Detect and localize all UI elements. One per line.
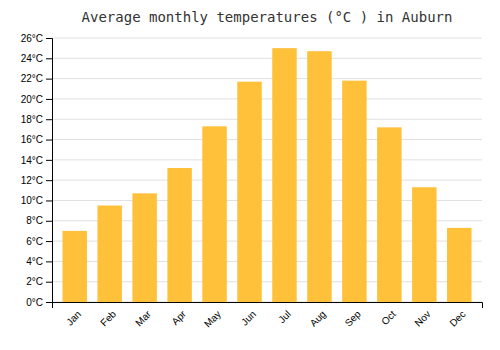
bar (342, 81, 366, 302)
tick: Jul (276, 308, 293, 325)
tick-label: 22°C (21, 73, 43, 84)
tick-label: Jan (64, 308, 83, 327)
y-axis: 0°C 2°C 4°C 6°C 8°C 10°C 12°C 14°C 16°C 18°C 20°C 2… (21, 33, 53, 308)
plot-area: 0°C 2°C 4°C 6°C 8°C 10°C 12°C 14°C 16°C 18°C 20°C 2… (21, 33, 483, 330)
tick: 6°C (26, 236, 52, 247)
tick-mark (46, 99, 52, 100)
tick: 4°C (26, 256, 52, 267)
tick-label: Mar (133, 308, 153, 328)
tick: Aug (308, 308, 328, 328)
axis-domain (53, 303, 483, 309)
tick: 0°C (26, 297, 52, 308)
tick: 14°C (21, 155, 52, 166)
tick: 20°C (21, 94, 52, 105)
tick-label: Oct (379, 308, 398, 327)
tick-label: 0°C (26, 297, 43, 308)
tick-label: Jun (239, 308, 258, 327)
tick-label: Feb (98, 308, 118, 328)
tick: Jun (239, 308, 258, 327)
tick-label: Jul (276, 308, 293, 325)
grid (52, 38, 482, 302)
tick-mark (46, 79, 52, 80)
tick: Jan (64, 308, 83, 327)
tick: Oct (379, 308, 398, 327)
grid-line (52, 180, 482, 181)
tick-label: Sep (343, 308, 364, 329)
tick: Mar (133, 308, 153, 328)
bar (62, 231, 86, 302)
grid-line (52, 78, 482, 79)
axis-domain (46, 39, 53, 303)
tick-label: 8°C (26, 215, 43, 226)
tick-label: Nov (412, 308, 432, 328)
tick: 8°C (26, 215, 52, 226)
bar (412, 187, 436, 302)
tick-mark (46, 140, 52, 141)
tick: Sep (343, 308, 364, 329)
tick: 26°C (21, 33, 52, 44)
tick-mark (46, 241, 52, 242)
tick-mark (46, 180, 52, 181)
tick-mark (46, 221, 52, 222)
tick: 16°C (21, 134, 52, 145)
chart: 0°C 2°C 4°C 6°C 8°C 10°C 12°C 14°C 16°C 18°C 20°C 2… (0, 0, 500, 350)
tick: 18°C (21, 114, 52, 125)
tick-label: 6°C (26, 236, 43, 247)
grid-line (52, 119, 482, 120)
bar (272, 48, 296, 302)
grid-line (52, 159, 482, 160)
tick-mark (46, 261, 52, 262)
grid-line (52, 98, 482, 99)
grid-line (52, 58, 482, 59)
tick-label: 16°C (21, 134, 43, 145)
tick-mark (46, 58, 52, 59)
tick-mark (46, 119, 52, 120)
bar (202, 126, 226, 302)
tick: Nov (412, 308, 432, 328)
tick: Dec (447, 308, 467, 328)
tick-label: Aug (308, 308, 328, 328)
tick-label: Dec (447, 308, 467, 328)
x-axis: Jan Feb Mar Apr May Jun Jul Aug Sep Oct Nov Dec (53, 303, 483, 330)
tick-mark (46, 282, 52, 283)
title: Average monthly temperatures (°C ) in Au… (82, 9, 453, 25)
tick: 22°C (21, 73, 52, 84)
bar (447, 228, 471, 302)
grid-line (52, 139, 482, 140)
tick-label: 4°C (26, 256, 43, 267)
tick-label: 14°C (21, 155, 43, 166)
bar (307, 51, 331, 302)
bar (377, 127, 401, 302)
tick-label: 12°C (21, 175, 43, 186)
tick-label: 18°C (21, 114, 43, 125)
tick-mark (46, 160, 52, 161)
tick-label: May (202, 308, 223, 329)
grid-line (52, 38, 482, 39)
tick: 10°C (21, 195, 52, 206)
bars (62, 48, 471, 302)
bar (97, 206, 121, 302)
bar (132, 193, 156, 302)
bar (237, 82, 261, 302)
tick: 24°C (21, 53, 52, 64)
tick: May (202, 308, 223, 329)
tick: Feb (98, 308, 118, 328)
tick-label: 24°C (21, 53, 43, 64)
tick-label: 20°C (21, 94, 43, 105)
tick-label: 26°C (21, 33, 43, 44)
tick-mark (46, 200, 52, 201)
tick: 12°C (21, 175, 52, 186)
tick: Apr (169, 308, 188, 327)
tick-mark (46, 302, 52, 303)
tick-label: 10°C (21, 195, 43, 206)
tick-mark (46, 38, 52, 39)
tick: 2°C (26, 276, 52, 287)
tick-label: 2°C (26, 276, 43, 287)
bar (167, 168, 191, 302)
tick-label: Apr (169, 308, 188, 327)
